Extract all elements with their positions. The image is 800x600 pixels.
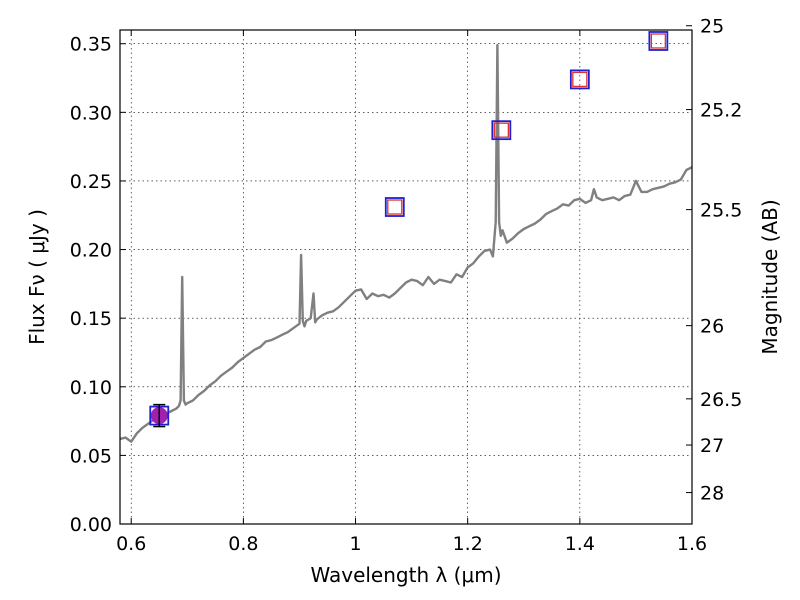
observed-point (569, 69, 590, 90)
y-tick-label: 0.30 (70, 102, 112, 124)
y-tick-label: 0.05 (70, 445, 112, 467)
x-tick-label: 1.2 (453, 533, 483, 555)
y-tick-label: 0.15 (70, 308, 112, 330)
x-axis-label: Wavelength λ (μm) (310, 563, 501, 587)
model-point (572, 71, 588, 88)
right-tick-label: 25.2 (700, 100, 742, 122)
plot-frame (119, 29, 693, 525)
series-layer (119, 43, 693, 443)
y-tick-label: 0.00 (70, 514, 112, 536)
right-axis-label: Magnitude (AB) (758, 199, 782, 354)
right-tick-label: 25 (700, 16, 724, 38)
right-tick-label: 28 (700, 483, 724, 505)
model-point (493, 122, 509, 138)
y-tick-label: 0.10 (70, 377, 112, 399)
y-tick-label: 0.20 (70, 240, 112, 262)
right-tick-label: 26.5 (700, 389, 742, 411)
spectrum-line (119, 43, 693, 443)
y-tick-label: 0.35 (70, 34, 112, 56)
right-tick-label: 25.5 (700, 200, 742, 222)
model-point (387, 199, 403, 215)
observed-point (648, 31, 669, 51)
observed-point (384, 197, 405, 217)
x-tick-label: 0.8 (228, 533, 258, 555)
y-tick-label: 0.25 (70, 171, 112, 193)
x-tick-label: 1.4 (565, 533, 595, 555)
grid-layer (120, 30, 693, 524)
x-tick-label: 1.6 (677, 533, 707, 555)
x-tick-label: 0.6 (116, 533, 146, 555)
model-point (650, 33, 667, 49)
y-axis-label: Flux Fν ( μJy ) (25, 209, 49, 345)
tick-layer: 0.6 0.8 1 1.2 1.4 1.6 0.00 0.05 0.10 0.15 0.20 0.25… (70, 16, 743, 555)
right-tick-label: 27 (700, 435, 724, 457)
right-tick-label: 26 (700, 316, 724, 338)
observed-point (491, 120, 512, 141)
marker-layer (149, 31, 669, 428)
x-tick-label: 1 (349, 533, 361, 555)
